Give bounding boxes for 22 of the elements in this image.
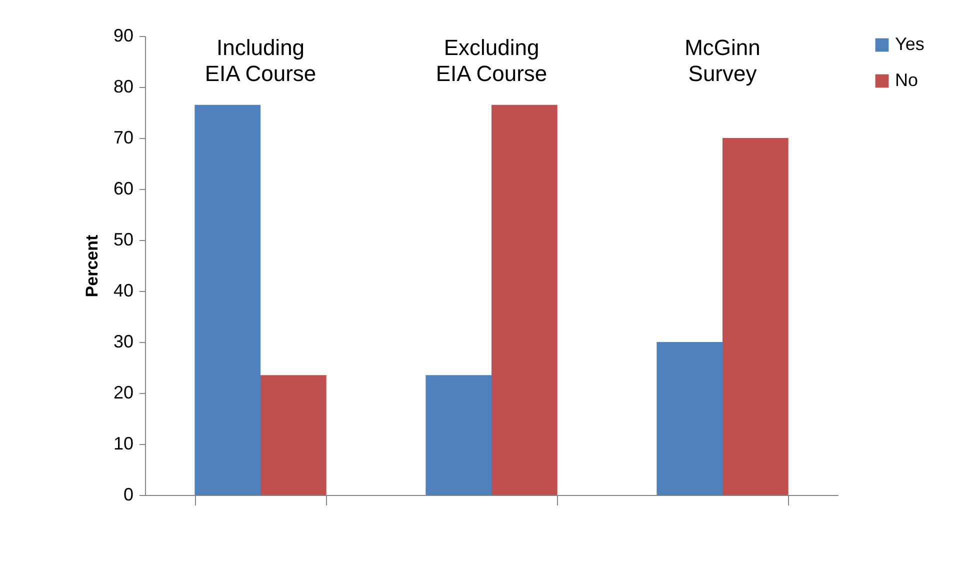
- legend-label: No: [895, 70, 918, 90]
- x-tick-label: McGinn Survey: [684, 35, 760, 86]
- y-tick-label: 60: [113, 178, 134, 198]
- y-axis-title: Percent: [82, 234, 102, 298]
- y-tick-label: 70: [113, 128, 134, 148]
- bar: [492, 104, 558, 495]
- bar: [426, 375, 492, 495]
- bar: [194, 104, 260, 495]
- y-tick-label: 20: [113, 382, 134, 402]
- y-tick-label: 40: [113, 280, 134, 300]
- x-tick-label: Excluding EIA Course: [436, 35, 548, 86]
- y-tick-label: 30: [113, 332, 134, 352]
- y-tick-label: 90: [113, 26, 134, 46]
- y-tick-label: 0: [123, 484, 134, 504]
- legend-label: Yes: [895, 34, 924, 54]
- bar: [656, 342, 722, 495]
- bar: [260, 375, 326, 495]
- y-tick-label: 50: [113, 230, 134, 250]
- bar: [722, 138, 788, 495]
- y-tick-label: 80: [113, 76, 134, 96]
- x-tick-label: Including EIA Course: [204, 35, 316, 86]
- y-tick-label: 10: [113, 434, 134, 454]
